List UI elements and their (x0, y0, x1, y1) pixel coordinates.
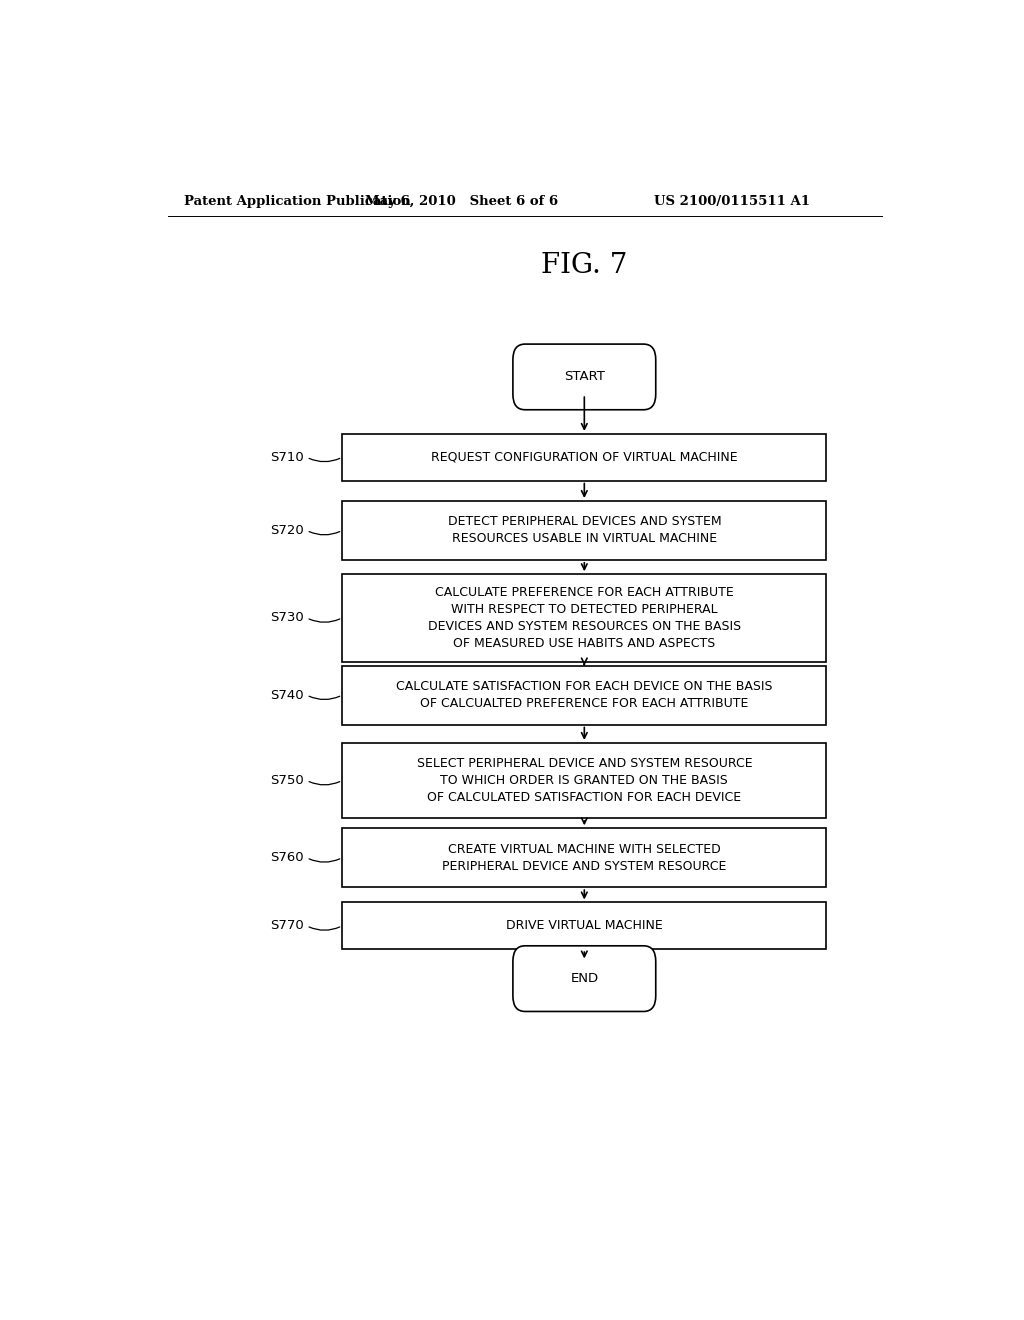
Text: REQUEST CONFIGURATION OF VIRTUAL MACHINE: REQUEST CONFIGURATION OF VIRTUAL MACHINE (431, 450, 737, 463)
Text: DRIVE VIRTUAL MACHINE: DRIVE VIRTUAL MACHINE (506, 919, 663, 932)
Bar (342, 828, 826, 887)
Bar (342, 903, 826, 949)
Text: DETECT PERIPHERAL DEVICES AND SYSTEM
RESOURCES USABLE IN VIRTUAL MACHINE: DETECT PERIPHERAL DEVICES AND SYSTEM RES… (447, 515, 721, 545)
Text: US 2100/0115511 A1: US 2100/0115511 A1 (654, 194, 811, 207)
Bar (342, 665, 826, 725)
Text: Patent Application Publication: Patent Application Publication (183, 194, 411, 207)
Text: S710: S710 (270, 450, 304, 463)
Text: S760: S760 (270, 851, 304, 865)
FancyBboxPatch shape (513, 345, 655, 409)
Text: S730: S730 (270, 611, 304, 624)
Text: CALCULATE SATISFACTION FOR EACH DEVICE ON THE BASIS
OF CALCUALTED PREFERENCE FOR: CALCULATE SATISFACTION FOR EACH DEVICE O… (396, 680, 772, 710)
Bar (342, 574, 826, 661)
Text: May 6, 2010   Sheet 6 of 6: May 6, 2010 Sheet 6 of 6 (365, 194, 558, 207)
Text: SELECT PERIPHERAL DEVICE AND SYSTEM RESOURCE
TO WHICH ORDER IS GRANTED ON THE BA: SELECT PERIPHERAL DEVICE AND SYSTEM RESO… (417, 756, 753, 804)
Text: S750: S750 (270, 774, 304, 787)
Text: S720: S720 (270, 524, 304, 537)
Bar (342, 500, 826, 560)
Text: FIG. 7: FIG. 7 (541, 252, 628, 279)
Bar (342, 743, 826, 818)
Text: CALCULATE PREFERENCE FOR EACH ATTRIBUTE
WITH RESPECT TO DETECTED PERIPHERAL
DEVI: CALCULATE PREFERENCE FOR EACH ATTRIBUTE … (428, 586, 741, 649)
Bar (342, 434, 826, 480)
Text: START: START (564, 371, 605, 383)
Text: CREATE VIRTUAL MACHINE WITH SELECTED
PERIPHERAL DEVICE AND SYSTEM RESOURCE: CREATE VIRTUAL MACHINE WITH SELECTED PER… (442, 842, 726, 873)
FancyBboxPatch shape (513, 946, 655, 1011)
Text: S740: S740 (270, 689, 304, 701)
Text: END: END (570, 972, 598, 985)
Text: S770: S770 (270, 919, 304, 932)
